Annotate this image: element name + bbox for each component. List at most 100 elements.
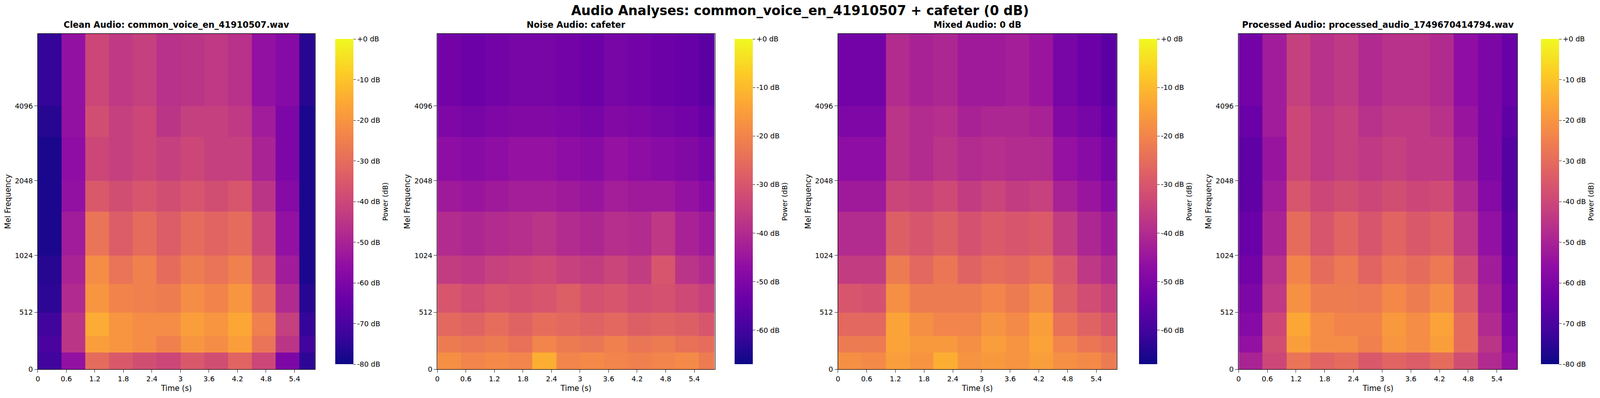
svg-text:2048: 2048 (1215, 176, 1234, 185)
svg-text:4.2: 4.2 (231, 374, 243, 383)
svg-text:0: 0 (828, 365, 834, 374)
svg-text:3: 3 (978, 374, 984, 383)
svg-text:+0 dB: +0 dB (1160, 34, 1183, 43)
svg-text:1.2: 1.2 (1290, 374, 1302, 383)
svg-text:4096: 4096 (14, 101, 33, 111)
svg-text:0.6: 0.6 (460, 374, 472, 383)
svg-text:-80 dB: -80 dB (1562, 359, 1586, 369)
svg-text:0: 0 (435, 374, 440, 383)
svg-text:1.8: 1.8 (517, 374, 529, 383)
svg-text:Time (s): Time (s) (1362, 383, 1394, 393)
svg-text:4.8: 4.8 (260, 374, 272, 383)
svg-text:Mixed Audio: 0 dB: Mixed Audio: 0 dB (933, 19, 1022, 30)
svg-text:2048: 2048 (414, 176, 433, 185)
svg-text:4.8: 4.8 (1462, 374, 1474, 383)
svg-text:3.6: 3.6 (203, 374, 215, 383)
svg-text:-20 dB: -20 dB (1160, 131, 1184, 140)
svg-text:4096: 4096 (814, 101, 834, 111)
svg-text:-20 dB: -20 dB (1562, 116, 1586, 125)
svg-text:5.4: 5.4 (1090, 374, 1102, 383)
svg-text:0.6: 0.6 (860, 374, 872, 383)
svg-text:0: 0 (1236, 374, 1242, 383)
svg-text:0: 0 (28, 365, 33, 374)
svg-text:Power (dB): Power (dB) (780, 182, 789, 221)
svg-text:-40 dB: -40 dB (1562, 197, 1586, 206)
svg-text:-10 dB: -10 dB (756, 83, 780, 92)
svg-text:3: 3 (577, 374, 583, 383)
svg-text:5.4: 5.4 (288, 374, 300, 383)
svg-text:1.8: 1.8 (1319, 374, 1331, 383)
svg-text:Processed Audio: processed_aud: Processed Audio: processed_audio_1749670… (1242, 19, 1514, 30)
svg-text:Time (s): Time (s) (160, 383, 192, 393)
svg-text:Power (dB): Power (dB) (381, 182, 390, 221)
svg-text:2048: 2048 (14, 176, 33, 185)
svg-text:3.6: 3.6 (1405, 374, 1417, 383)
svg-text:-50 dB: -50 dB (1562, 238, 1586, 247)
svg-text:Mel Frequency: Mel Frequency (3, 174, 13, 230)
svg-text:Mel Frequency: Mel Frequency (1204, 174, 1214, 230)
svg-text:4.2: 4.2 (1033, 374, 1045, 383)
svg-text:Time (s): Time (s) (961, 383, 993, 393)
svg-text:-50 dB: -50 dB (756, 277, 780, 286)
svg-text:0: 0 (1229, 365, 1234, 374)
svg-text:-50 dB: -50 dB (1160, 277, 1184, 286)
svg-text:-40 dB: -40 dB (1160, 229, 1184, 238)
svg-text:1.2: 1.2 (889, 374, 901, 383)
svg-text:Power (dB): Power (dB) (1184, 182, 1194, 221)
svg-text:5.4: 5.4 (688, 374, 700, 383)
svg-text:0.6: 0.6 (1261, 374, 1273, 383)
svg-text:0: 0 (835, 374, 841, 383)
svg-text:512: 512 (19, 307, 33, 317)
svg-text:2.4: 2.4 (146, 374, 158, 383)
svg-text:-20 dB: -20 dB (756, 131, 780, 140)
svg-text:4.8: 4.8 (659, 374, 672, 383)
svg-text:1.2: 1.2 (488, 374, 500, 383)
svg-text:-70 dB: -70 dB (356, 319, 381, 328)
svg-text:+0 dB: +0 dB (356, 34, 380, 43)
svg-text:-60 dB: -60 dB (1160, 326, 1184, 335)
svg-text:-60 dB: -60 dB (1562, 278, 1586, 287)
svg-text:0: 0 (427, 365, 433, 374)
svg-text:3.6: 3.6 (602, 374, 614, 383)
svg-text:4096: 4096 (1215, 101, 1234, 111)
svg-text:4.2: 4.2 (631, 374, 643, 383)
svg-text:2048: 2048 (814, 176, 834, 185)
svg-text:1024: 1024 (1215, 251, 1234, 260)
svg-text:2.4: 2.4 (545, 374, 557, 383)
svg-text:Mel Frequency: Mel Frequency (402, 174, 412, 230)
svg-text:4.2: 4.2 (1433, 374, 1445, 383)
svg-text:Time (s): Time (s) (559, 383, 592, 393)
svg-text:2.4: 2.4 (947, 374, 959, 383)
svg-text:0: 0 (35, 374, 40, 383)
svg-text:-70 dB: -70 dB (1562, 319, 1586, 328)
svg-text:+0 dB: +0 dB (1562, 34, 1585, 43)
svg-text:4096: 4096 (414, 101, 433, 111)
svg-text:-30 dB: -30 dB (356, 157, 381, 166)
svg-text:3: 3 (1379, 374, 1385, 383)
svg-text:512: 512 (819, 307, 834, 317)
svg-text:2.4: 2.4 (1347, 374, 1359, 383)
svg-text:-30 dB: -30 dB (756, 180, 780, 189)
svg-text:1.8: 1.8 (117, 374, 129, 383)
svg-text:-40 dB: -40 dB (756, 229, 780, 238)
svg-text:512: 512 (419, 307, 433, 317)
svg-text:3.6: 3.6 (1004, 374, 1016, 383)
svg-text:0.6: 0.6 (60, 374, 72, 383)
svg-text:5.4: 5.4 (1491, 374, 1503, 383)
svg-text:-20 dB: -20 dB (356, 116, 381, 125)
svg-text:-10 dB: -10 dB (1160, 83, 1184, 92)
svg-text:-40 dB: -40 dB (356, 197, 381, 206)
svg-text:1024: 1024 (14, 251, 33, 260)
svg-text:-60 dB: -60 dB (356, 278, 381, 287)
svg-text:-10 dB: -10 dB (1562, 75, 1586, 84)
svg-text:1.8: 1.8 (918, 374, 930, 383)
svg-text:3: 3 (178, 374, 183, 383)
svg-text:512: 512 (1220, 307, 1234, 317)
svg-text:-30 dB: -30 dB (1562, 157, 1586, 166)
svg-text:Noise Audio: cafeter: Noise Audio: cafeter (526, 19, 626, 30)
svg-text:1024: 1024 (814, 251, 834, 260)
svg-text:Power (dB): Power (dB) (1586, 182, 1595, 221)
svg-text:-10 dB: -10 dB (356, 75, 381, 84)
svg-text:1024: 1024 (414, 251, 433, 260)
svg-text:-30 dB: -30 dB (1160, 180, 1184, 189)
